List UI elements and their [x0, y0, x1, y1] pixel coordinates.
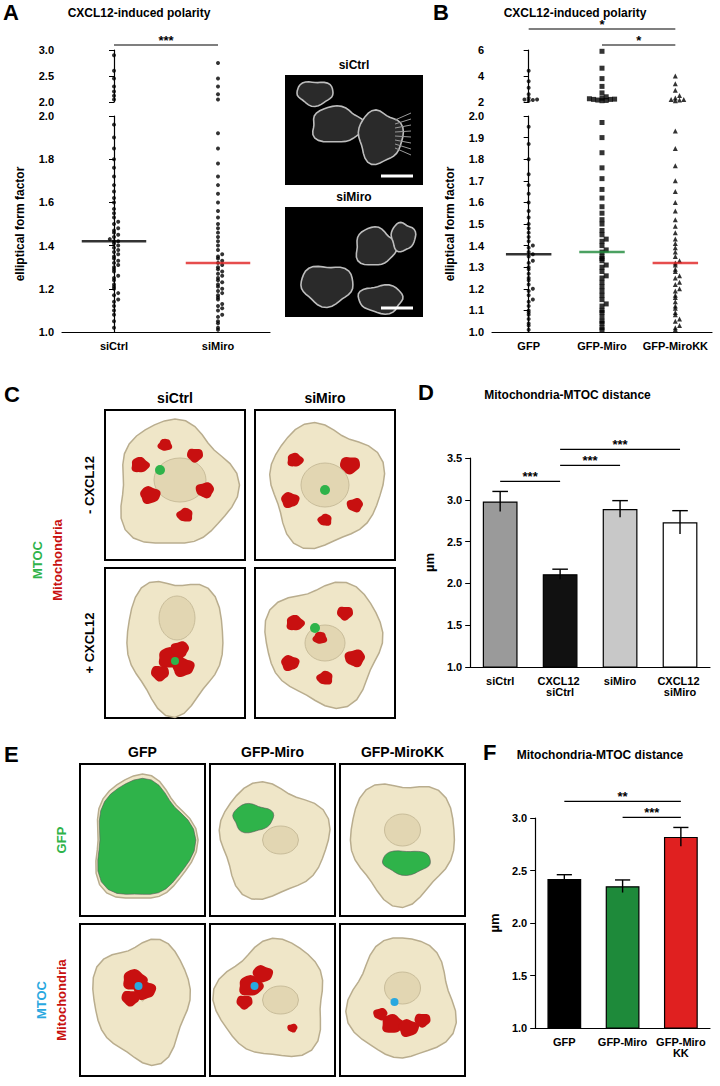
- svg-text:2.0: 2.0: [447, 577, 462, 589]
- svg-text:CXCL12-induced polarity: CXCL12-induced polarity: [504, 6, 647, 20]
- svg-text:siMiro: siMiro: [336, 190, 371, 204]
- svg-text:***: ***: [523, 469, 539, 484]
- svg-text:GFP-MiroKK: GFP-MiroKK: [361, 744, 444, 760]
- svg-text:1.0: 1.0: [447, 661, 462, 673]
- svg-text:CXCL12: CXCL12: [537, 674, 583, 687]
- svg-text:GFP: GFP: [54, 826, 69, 853]
- svg-text:GFP-Miro: GFP-Miro: [241, 744, 304, 760]
- svg-text:2.5: 2.5: [512, 865, 527, 877]
- svg-text:CXCL12-induced polarity: CXCL12-induced polarity: [68, 6, 211, 20]
- svg-text:1.5: 1.5: [469, 218, 484, 230]
- svg-text:***: ***: [583, 453, 599, 468]
- svg-text:siMiro: siMiro: [664, 686, 697, 698]
- svg-text:elliptical form factor: elliptical form factor: [13, 166, 27, 281]
- svg-text:1.0: 1.0: [39, 326, 54, 338]
- svg-text:2.5: 2.5: [39, 70, 54, 82]
- svg-text:1.6: 1.6: [469, 196, 484, 208]
- svg-text:**: **: [618, 789, 629, 804]
- svg-text:3.0: 3.0: [447, 494, 462, 506]
- svg-text:1.6: 1.6: [39, 196, 54, 208]
- svg-text:*: *: [599, 17, 605, 32]
- svg-text:E: E: [4, 742, 19, 767]
- svg-text:1.2: 1.2: [469, 283, 484, 295]
- svg-text:4: 4: [478, 70, 485, 82]
- svg-text:1.0: 1.0: [512, 1022, 527, 1034]
- svg-text:siCtrl: siCtrl: [546, 686, 574, 698]
- svg-text:µm: µm: [422, 553, 437, 572]
- svg-text:GFP-Miro: GFP-Miro: [656, 1035, 706, 1048]
- svg-text:GFP: GFP: [517, 340, 540, 352]
- svg-text:Mitochondria: Mitochondria: [54, 958, 69, 1040]
- svg-text:1.8: 1.8: [469, 153, 484, 165]
- svg-text:D: D: [418, 380, 434, 405]
- svg-text:siCtrl: siCtrl: [339, 58, 370, 72]
- svg-text:GFP-Miro: GFP-Miro: [577, 340, 627, 352]
- svg-text:1.4: 1.4: [469, 240, 485, 252]
- svg-text:siCtrl: siCtrl: [100, 340, 128, 352]
- svg-text:1.5: 1.5: [447, 619, 462, 631]
- svg-text:siMiro: siMiro: [304, 390, 345, 406]
- svg-text:2.0: 2.0: [39, 110, 54, 122]
- svg-text:1.9: 1.9: [469, 132, 484, 144]
- svg-text:siMiro: siMiro: [604, 675, 637, 687]
- svg-text:1.8: 1.8: [39, 153, 54, 165]
- svg-text:6: 6: [478, 44, 484, 56]
- svg-text:B: B: [433, 0, 449, 25]
- svg-text:Mitochondria: Mitochondria: [50, 518, 65, 600]
- svg-text:2.5: 2.5: [447, 536, 462, 548]
- svg-text:***: ***: [644, 805, 660, 820]
- svg-text:Mitochondria-MTOC distance: Mitochondria-MTOC distance: [517, 748, 684, 762]
- svg-text:GFP-MiroKK: GFP-MiroKK: [643, 340, 708, 352]
- svg-text:CXCL12: CXCL12: [657, 674, 703, 687]
- svg-text:+ CXCL12: + CXCL12: [82, 612, 97, 673]
- svg-text:Mitochondria-MTOC distance: Mitochondria-MTOC distance: [484, 388, 651, 402]
- svg-text:F: F: [483, 740, 496, 765]
- svg-text:3.0: 3.0: [39, 44, 54, 56]
- svg-text:GFP-Miro: GFP-Miro: [598, 1036, 648, 1048]
- svg-text:KK: KK: [673, 1047, 689, 1059]
- svg-text:MTOC: MTOC: [30, 540, 45, 579]
- svg-text:2.0: 2.0: [39, 96, 54, 108]
- svg-text:2: 2: [478, 96, 484, 108]
- svg-text:2.0: 2.0: [469, 110, 484, 122]
- svg-text:siCtrl: siCtrl: [486, 675, 514, 687]
- svg-text:3.0: 3.0: [512, 812, 527, 824]
- svg-text:1.3: 1.3: [469, 261, 484, 273]
- svg-text:1.1: 1.1: [469, 304, 484, 316]
- svg-text:3.5: 3.5: [447, 452, 462, 464]
- svg-text:elliptical form factor: elliptical form factor: [443, 166, 457, 281]
- svg-text:***: ***: [612, 437, 628, 452]
- svg-text:1.2: 1.2: [39, 283, 54, 295]
- svg-text:GFP: GFP: [553, 1036, 576, 1048]
- svg-text:1.5: 1.5: [512, 970, 527, 982]
- svg-text:A: A: [3, 0, 19, 25]
- svg-text:C: C: [4, 382, 20, 407]
- svg-text:2.0: 2.0: [512, 917, 527, 929]
- svg-text:1.4: 1.4: [39, 240, 55, 252]
- svg-text:siMiro: siMiro: [202, 340, 235, 352]
- svg-text:1.7: 1.7: [469, 175, 484, 187]
- svg-text:*: *: [636, 33, 642, 48]
- svg-text:µm: µm: [487, 913, 502, 932]
- svg-text:***: ***: [158, 33, 174, 48]
- svg-text:1.0: 1.0: [469, 326, 484, 338]
- svg-text:siCtrl: siCtrl: [157, 390, 193, 406]
- svg-text:- CXCL12: - CXCL12: [82, 456, 97, 514]
- svg-text:MTOC: MTOC: [34, 980, 49, 1019]
- svg-text:GFP: GFP: [128, 744, 157, 760]
